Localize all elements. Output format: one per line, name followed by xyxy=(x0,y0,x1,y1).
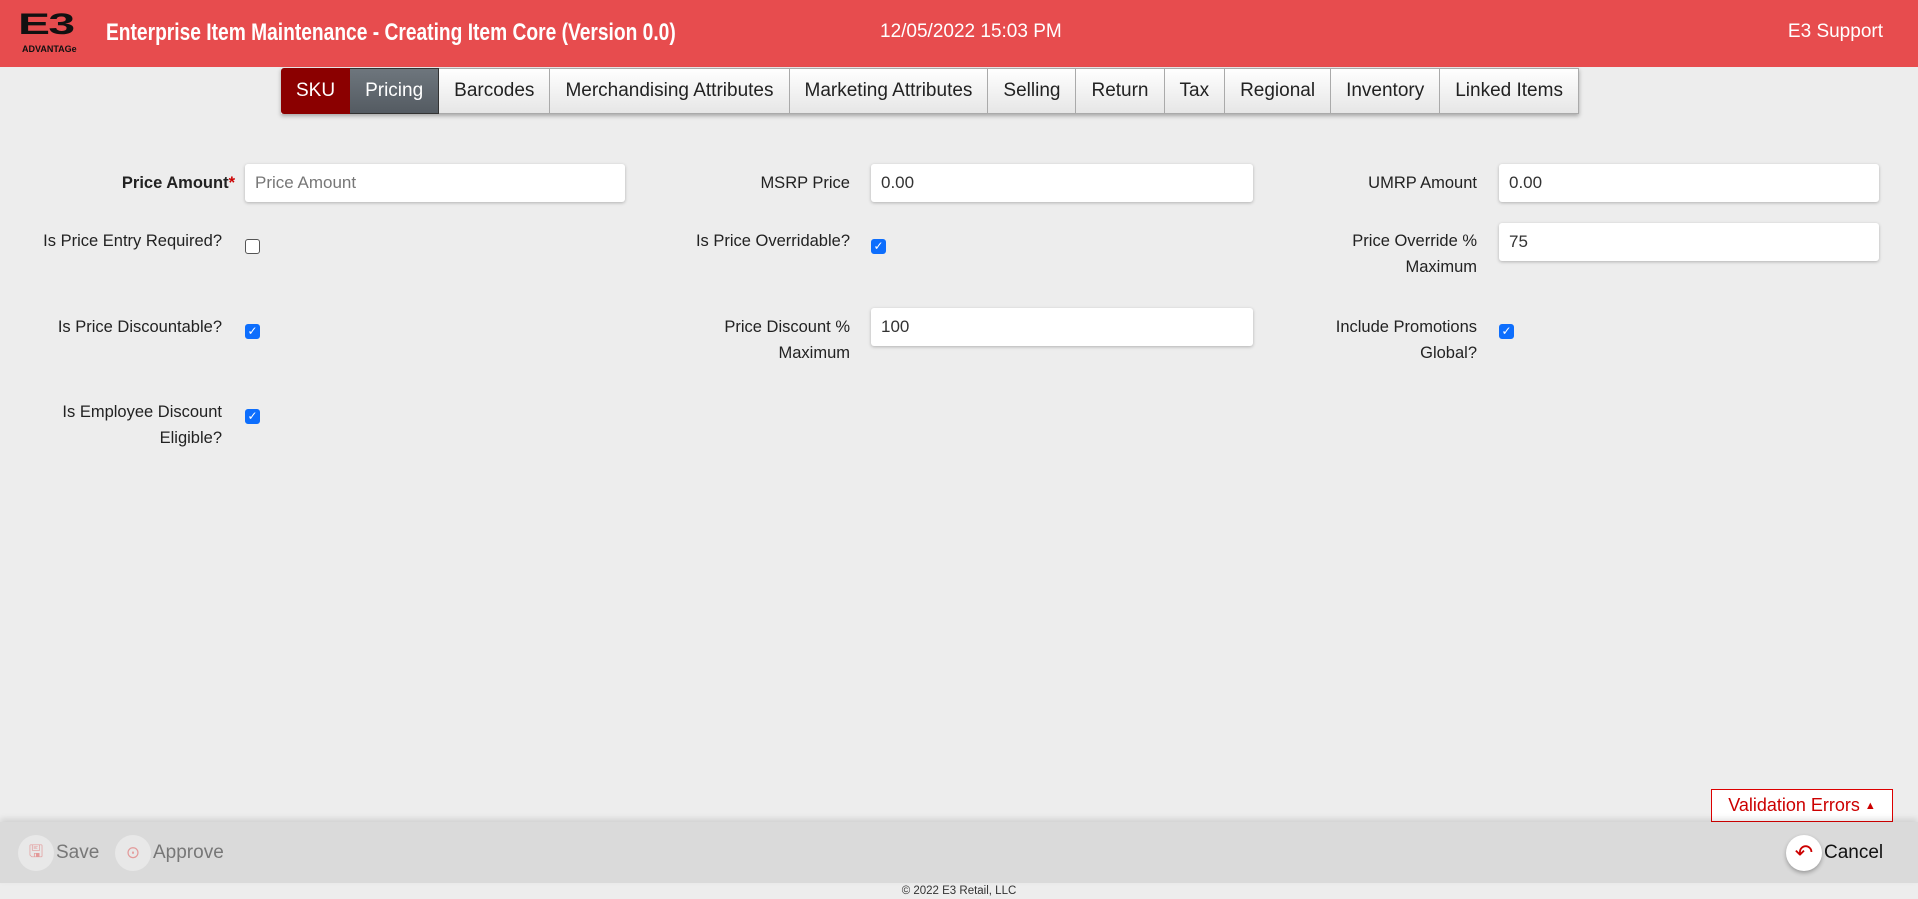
include-promotions-global-checkbox[interactable]: ✓ xyxy=(1499,324,1514,339)
app-header: E3 ADVANTAGe Enterprise Item Maintenance … xyxy=(0,0,1918,67)
tab-linked-items[interactable]: Linked Items xyxy=(1440,68,1579,114)
price-amount-input[interactable] xyxy=(245,164,625,202)
e3-logo: E3 ADVANTAGe xyxy=(18,8,77,55)
validation-errors-button[interactable]: Validation Errors ▲ xyxy=(1711,789,1893,822)
floppy-disk-icon: 🖫 xyxy=(18,835,54,871)
msrp-price-label: MSRP Price xyxy=(760,174,850,192)
tab-pricing[interactable]: Pricing xyxy=(350,68,440,114)
cancel-button[interactable]: ↶ Cancel xyxy=(1786,835,1883,871)
caret-up-icon: ▲ xyxy=(1864,799,1876,812)
user-menu[interactable]: E3 Support xyxy=(1787,21,1883,42)
action-bar: 🖫 Save ⊙ Approve ↶ Cancel xyxy=(0,822,1918,883)
include-promotions-global-label: Include Promotions Global? xyxy=(1335,318,1477,362)
price-entry-required-label: Is Price Entry Required? xyxy=(43,232,222,250)
price-overridable-label: Is Price Overridable? xyxy=(695,232,850,250)
price-overridable-checkbox[interactable]: ✓ xyxy=(871,239,886,254)
tab-merchandising-attributes[interactable]: Merchandising Attributes xyxy=(550,68,790,114)
price-override-max-input[interactable] xyxy=(1499,223,1879,261)
umrp-amount-input[interactable] xyxy=(1499,164,1879,202)
tab-sku[interactable]: SKU xyxy=(281,68,351,114)
employee-discount-eligible-label: Is Employee Discount Eligible? xyxy=(62,403,222,447)
umrp-amount-label: UMRP Amount xyxy=(1368,174,1477,192)
footer-copyright: © 2022 E3 Retail, LLC xyxy=(901,885,1017,897)
tab-return[interactable]: Return xyxy=(1076,68,1165,114)
price-entry-required-checkbox[interactable] xyxy=(245,239,260,254)
tab-regional[interactable]: Regional xyxy=(1225,68,1332,114)
tab-bar: SKU Pricing Barcodes Merchandising Attri… xyxy=(281,68,1579,114)
price-discount-max-label: Price Discount % Maximum xyxy=(724,318,850,362)
price-override-max-label: Price Override % Maximum xyxy=(1352,232,1477,276)
save-button[interactable]: 🖫 Save xyxy=(18,835,99,871)
price-discount-max-input[interactable] xyxy=(871,308,1253,346)
price-amount-label: Price Amount* xyxy=(121,174,235,192)
tab-inventory[interactable]: Inventory xyxy=(1331,68,1441,114)
tab-tax[interactable]: Tax xyxy=(1164,68,1226,114)
datetime: 12/05/2022 15:03 PM xyxy=(880,21,1062,42)
required-marker: * xyxy=(228,174,235,192)
price-discountable-label: Is Price Discountable? xyxy=(57,318,222,336)
msrp-price-input[interactable] xyxy=(871,164,1253,202)
check-circle-icon: ⊙ xyxy=(115,835,151,871)
tab-barcodes[interactable]: Barcodes xyxy=(439,68,551,114)
price-discountable-checkbox[interactable]: ✓ xyxy=(245,324,260,339)
tab-selling[interactable]: Selling xyxy=(988,68,1077,114)
employee-discount-eligible-checkbox[interactable]: ✓ xyxy=(245,409,260,424)
tab-marketing-attributes[interactable]: Marketing Attributes xyxy=(789,68,989,114)
undo-arrow-icon: ↶ xyxy=(1786,835,1822,871)
page-title: Enterprise Item Maintenance - Creating I… xyxy=(106,19,676,46)
approve-button[interactable]: ⊙ Approve xyxy=(115,835,224,871)
